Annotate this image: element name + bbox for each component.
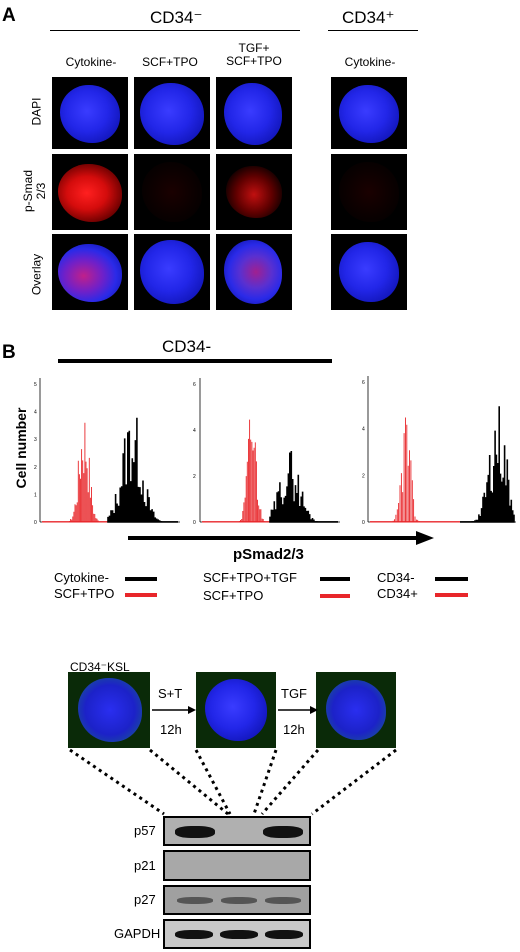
h2ticks-tick-2: 2 [193, 474, 196, 480]
row-label-psmad: p-Smad 2/3 [21, 169, 48, 213]
group-cd34-neg-bar [58, 359, 332, 363]
h1red-trace [42, 422, 108, 523]
h2ticks-tick-1: 4 [193, 428, 196, 434]
legend-swatch-cd34-neg [435, 577, 468, 581]
column-header-tgf-scf-tpo: TGF+ SCF+TPO [226, 41, 282, 68]
legend-swatch-scf-tpo-1 [125, 593, 157, 597]
blot-p57 [163, 816, 311, 846]
column-header-cytokine-neg: Cytokine- [65, 55, 117, 69]
legend-label-scf-tpo-tgf: SCF+TPO+TGF [203, 570, 297, 585]
step2-label-top: TGF [281, 686, 307, 701]
hist2-red-series [202, 419, 270, 523]
h1ticks-tick-5: 0 [34, 520, 37, 526]
step2-arrow [278, 706, 318, 714]
image-dapi-tgf-scf-tpo [216, 77, 292, 149]
step1-label-bottom: 12h [160, 722, 182, 737]
image-overlay-tgf-scf-tpo [216, 234, 292, 310]
hist2-yticks: 6 4 2 0 [193, 382, 196, 526]
panel-b-letter: B [2, 342, 16, 363]
histogram-scf-tpo-vs-tgf: 6 4 2 0 [193, 378, 340, 526]
h2ticks-tick-0: 6 [193, 382, 196, 388]
group-cd34-pos-line [328, 30, 418, 31]
legend-label-scf-tpo-2: SCF+TPO [203, 588, 264, 603]
image-dapi-cytokine-neg [52, 77, 128, 149]
group-cd34-neg-line [50, 30, 300, 31]
h3ticks-tick-2: 2 [362, 473, 365, 479]
image-psmad-tgf-scf-tpo [216, 154, 292, 230]
hist2-black-series [269, 451, 338, 523]
h1ticks-tick-0: 5 [34, 382, 37, 388]
h3ticks-tick-0: 6 [362, 380, 365, 386]
h2ticks-tick-3: 0 [193, 520, 196, 526]
h1ticks-tick-3: 2 [34, 465, 37, 471]
legend-swatch-scf-tpo-2 [320, 594, 350, 598]
step2-label-bottom: 12h [283, 722, 305, 737]
h2blk-trace [269, 451, 338, 523]
hist1-black-series [107, 417, 178, 523]
blot-label-p21: p21 [134, 858, 156, 873]
image-overlay-scf-tpo [134, 234, 210, 310]
blot-label-p27: p27 [134, 892, 156, 907]
panel-a-letter: A [2, 5, 16, 26]
row-label-dapi: DAPI [29, 97, 44, 126]
h3ticks-tick-3: 0 [362, 520, 365, 526]
blot-p27 [163, 885, 311, 915]
hist1-yticks: 5 4 3 2 1 0 [34, 382, 37, 526]
legend-swatch-cytokine-neg [125, 577, 157, 581]
h1ticks-tick-2: 3 [34, 437, 37, 443]
histogram-cd34neg-vs-cd34pos: 6 4 2 0 [362, 376, 516, 526]
legend-label-cd34-pos: CD34+ [377, 586, 418, 601]
image-after-tgf [316, 672, 396, 748]
step1-arrow [152, 706, 196, 714]
legend-swatch-scf-tpo-tgf [320, 577, 350, 581]
h3ticks-tick-1: 4 [362, 427, 365, 433]
image-dapi-cd34pos [331, 77, 407, 149]
image-psmad-cd34pos [331, 154, 407, 230]
image-cd34neg-ksl-initial [68, 672, 150, 748]
hist3-yticks: 6 4 2 0 [362, 380, 365, 526]
dotted-connectors [69, 748, 397, 816]
group-cd34-pos-label: CD34⁺ [342, 8, 395, 27]
hist1-axes [39, 378, 180, 523]
hist2-axes [199, 378, 340, 523]
column-header-cd34pos-cytokine-neg: Cytokine- [344, 55, 396, 69]
h3red-trace [370, 417, 460, 523]
image-dapi-scf-tpo [134, 77, 210, 149]
blot-label-gapdh: GAPDH [114, 926, 161, 941]
group-cd34-neg-label: CD34⁻ [150, 8, 203, 27]
hist3-red-series [370, 417, 460, 523]
group-cd34-neg-label-b: CD34- [162, 337, 212, 356]
h1ticks-tick-4: 1 [34, 492, 37, 498]
step1-label-top: S+T [158, 686, 183, 701]
cell-label-cd34neg-ksl: CD34⁻KSL [70, 660, 130, 674]
hist3-black-series [460, 406, 515, 523]
x-axis-arrow [128, 531, 434, 545]
x-axis-label: pSmad2/3 [233, 546, 304, 563]
h1blk-trace [107, 417, 178, 523]
y-axis-label: Cell number [13, 407, 29, 489]
h2red-trace [202, 419, 270, 523]
legend-label-cytokine-neg: Cytokine- [54, 570, 109, 585]
image-psmad-scf-tpo [134, 154, 210, 230]
blot-p21 [163, 850, 311, 881]
row-label-overlay: Overlay [29, 253, 44, 296]
legend-label-scf-tpo-1: SCF+TPO [54, 586, 115, 601]
image-overlay-cd34pos [331, 234, 407, 310]
legend-label-cd34-neg: CD34- [377, 570, 415, 585]
h3blk-trace [460, 406, 515, 523]
hist1-red-series [42, 422, 108, 523]
blot-gapdh [163, 919, 311, 949]
h1ticks-tick-1: 4 [34, 410, 37, 416]
histogram-cytokine-vs-scf-tpo: 5 4 3 2 1 0 [34, 378, 180, 526]
blot-label-p57: p57 [134, 823, 156, 838]
image-after-s-t [196, 672, 276, 748]
image-psmad-cytokine-neg [52, 154, 128, 230]
image-overlay-cytokine-neg [52, 234, 128, 310]
column-header-scf-tpo: SCF+TPO [142, 55, 198, 69]
legend-swatch-cd34-pos [435, 593, 468, 597]
